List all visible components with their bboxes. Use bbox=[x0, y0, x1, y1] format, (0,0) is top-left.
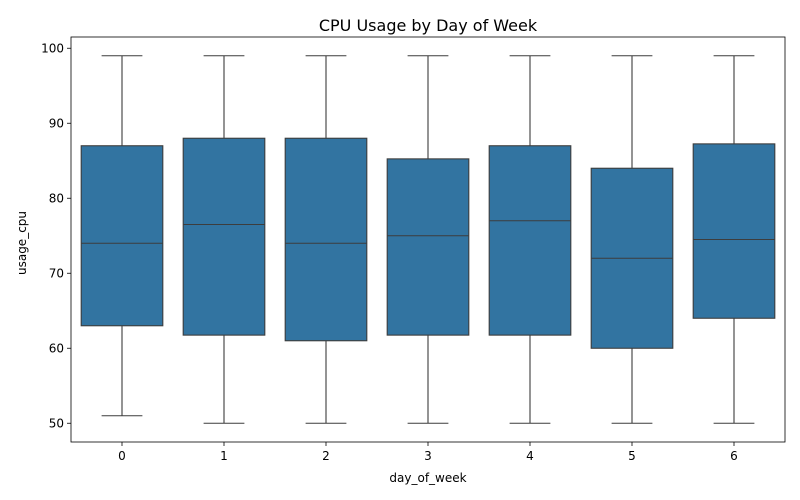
plot-area: 0 1 2 3 4 5 6 50 60 70 80 90 100 bbox=[41, 36, 786, 463]
y-tick-label: 70 bbox=[49, 266, 64, 280]
x-tick-label: 4 bbox=[526, 449, 534, 463]
x-tick-label: 0 bbox=[118, 449, 126, 463]
box-iqr bbox=[488, 145, 572, 336]
y-tick-label: 60 bbox=[49, 341, 64, 355]
x-tick-label: 2 bbox=[322, 449, 330, 463]
y-tick-label: 90 bbox=[49, 116, 64, 130]
y-tick-label: 80 bbox=[49, 191, 64, 205]
y-tick-label: 50 bbox=[49, 416, 64, 430]
box-iqr bbox=[80, 145, 164, 327]
x-tick-label: 5 bbox=[628, 449, 636, 463]
y-axis-label: usage_cpu bbox=[15, 211, 29, 275]
x-tick-label: 3 bbox=[424, 449, 432, 463]
x-tick-label: 6 bbox=[730, 449, 738, 463]
chart-title: CPU Usage by Day of Week bbox=[319, 16, 538, 35]
y-tick-label: 100 bbox=[41, 41, 64, 55]
x-tick-label: 1 bbox=[220, 449, 228, 463]
box-iqr bbox=[692, 143, 776, 319]
box-iqr bbox=[182, 137, 266, 336]
box-iqr bbox=[284, 137, 368, 342]
box-iqr bbox=[386, 158, 470, 336]
x-axis-label: day_of_week bbox=[389, 471, 466, 485]
